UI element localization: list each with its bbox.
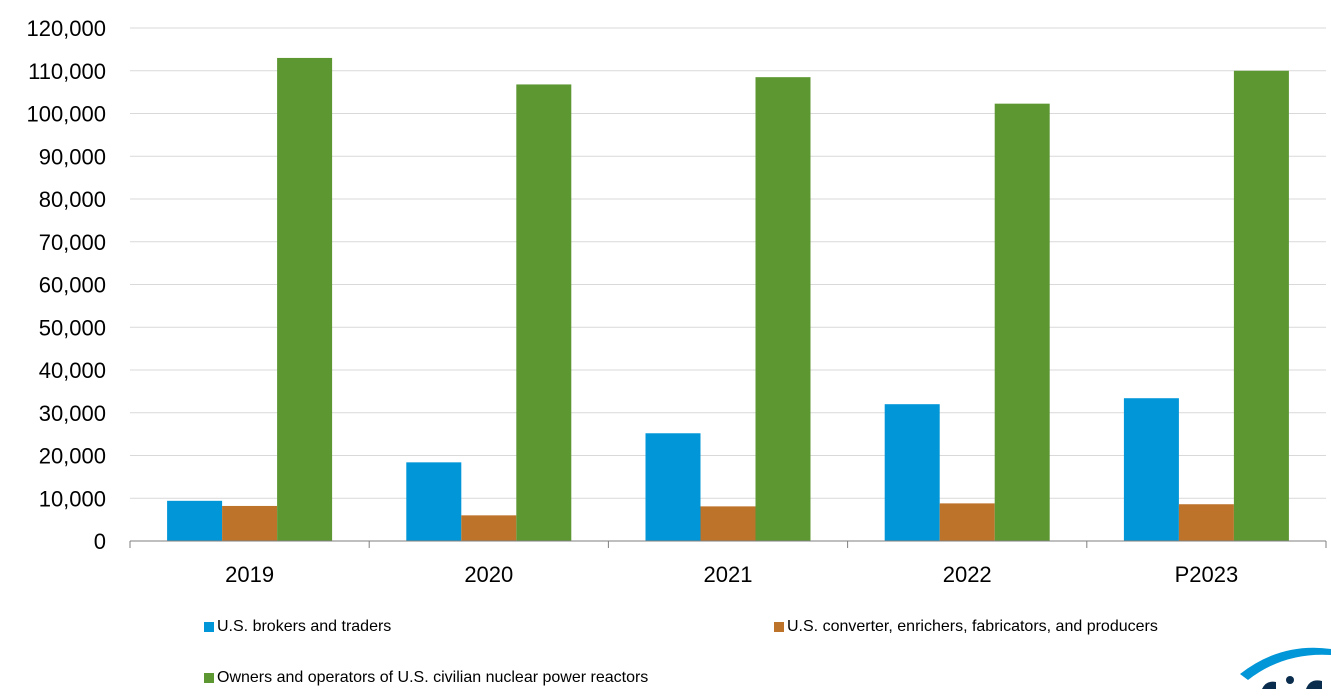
y-tick-label: 50,000 — [39, 315, 106, 340]
x-tick-label: 2020 — [464, 562, 513, 587]
bar — [406, 462, 462, 541]
y-tick-label: 80,000 — [39, 187, 106, 212]
legend-swatch-owners — [204, 673, 214, 683]
bar — [700, 506, 756, 541]
x-tick-label: 2019 — [225, 562, 274, 587]
bar — [884, 404, 940, 541]
y-tick-label: 40,000 — [39, 358, 106, 383]
legend-item-owners: Owners and operators of U.S. civilian nu… — [204, 669, 648, 687]
legend-label-brokers: U.S. brokers and traders — [217, 618, 392, 635]
y-tick-label: 120,000 — [26, 16, 106, 41]
y-tick-label: 0 — [94, 529, 106, 554]
x-tick-label: 2021 — [704, 562, 753, 587]
x-tick-label: 2022 — [943, 562, 992, 587]
y-tick-label: 70,000 — [39, 230, 106, 255]
bar — [277, 57, 333, 542]
bar — [994, 103, 1050, 541]
bar — [516, 84, 572, 542]
bars — [167, 57, 1289, 542]
bar — [461, 515, 517, 541]
legend-item-converters: U.S. converter, enrichers, fabricators, … — [774, 618, 1158, 636]
axes — [129, 540, 1327, 548]
y-tick-label: 100,000 — [26, 102, 106, 127]
y-tick-label: 60,000 — [39, 273, 106, 298]
bar — [1233, 70, 1289, 541]
y-tick-label: 90,000 — [39, 144, 106, 169]
legend-label-owners: Owners and operators of U.S. civilian nu… — [217, 669, 649, 686]
bar — [755, 77, 811, 541]
x-axis-tick-labels: 2019 2020 2021 2022 P2023 — [225, 562, 1238, 587]
y-tick-label: 110,000 — [28, 59, 106, 84]
bar — [167, 500, 223, 541]
eia-logo-icon — [1240, 647, 1331, 689]
legend-label-converters: U.S. converter, enrichers, fabricators, … — [787, 618, 1158, 635]
bar — [939, 503, 995, 541]
bar — [1123, 398, 1179, 541]
legend-swatch-brokers — [204, 622, 214, 632]
bar — [645, 433, 701, 541]
legend-item-brokers: U.S. brokers and traders — [204, 618, 391, 636]
y-axis-tick-labels: 0 10,000 20,000 30,000 40,000 50,000 60,000 70,… — [26, 16, 106, 554]
y-tick-label: 10,000 — [39, 486, 106, 511]
legend-swatch-converters — [774, 622, 784, 632]
bar — [1178, 504, 1234, 541]
y-tick-label: 30,000 — [39, 401, 106, 426]
y-tick-label: 20,000 — [39, 444, 106, 469]
bar — [222, 505, 278, 541]
x-tick-label: P2023 — [1175, 562, 1239, 587]
